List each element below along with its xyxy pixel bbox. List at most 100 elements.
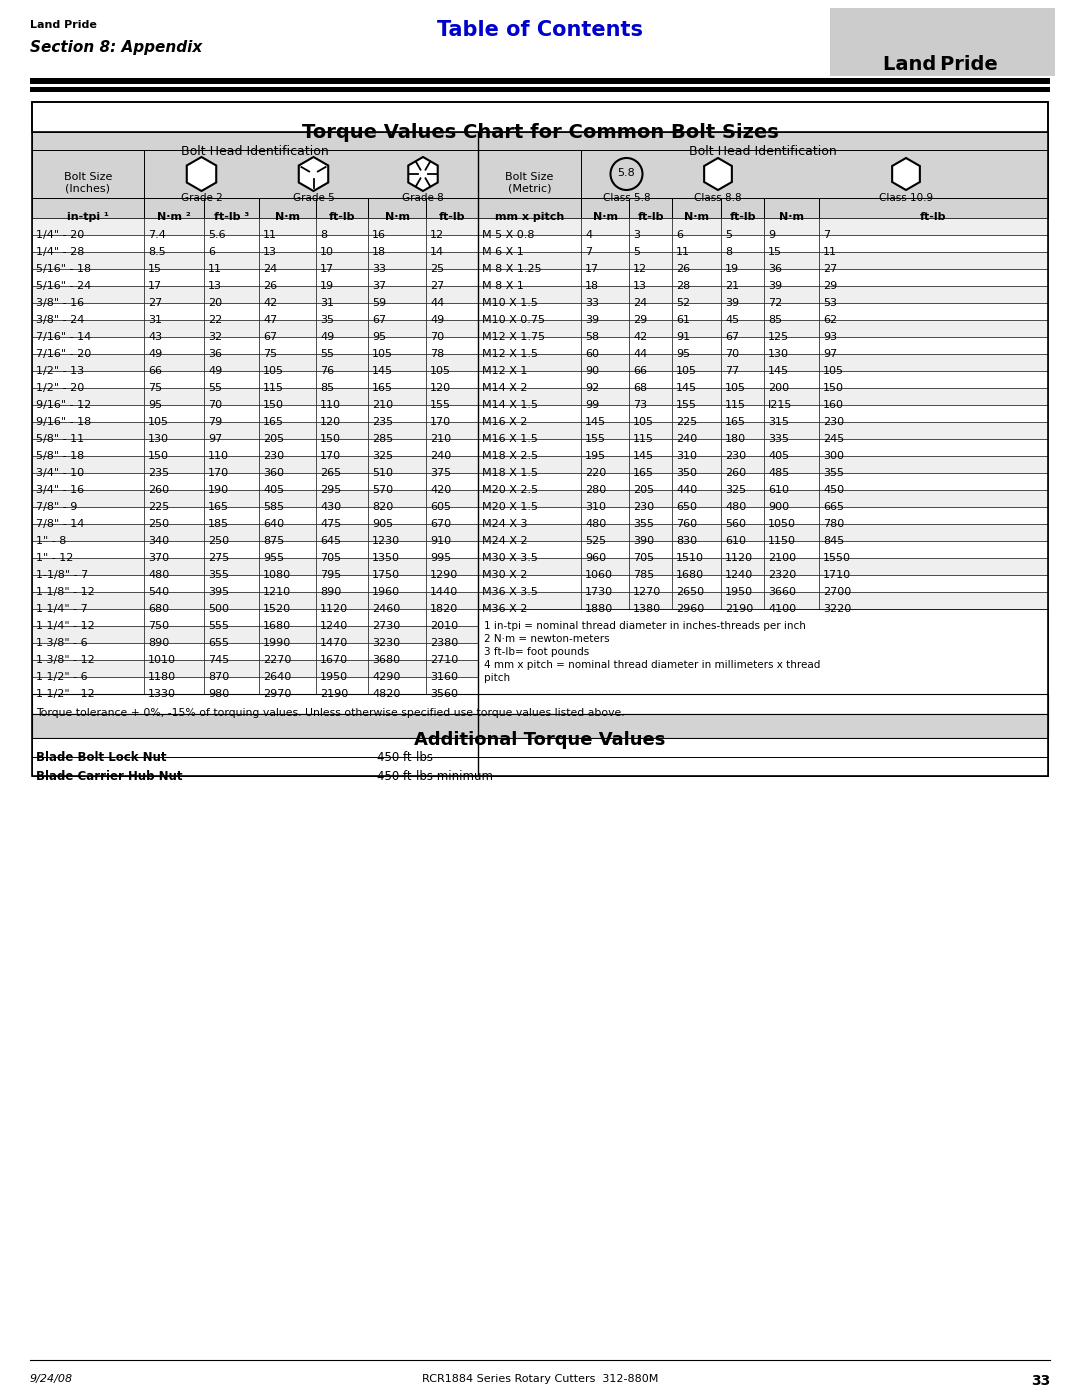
Text: Grade 2: Grade 2 <box>180 193 222 203</box>
Text: 295: 295 <box>320 485 341 495</box>
Bar <box>819 507 1048 524</box>
Text: 97: 97 <box>823 349 837 359</box>
Bar <box>368 592 426 609</box>
Text: 1680: 1680 <box>676 570 704 580</box>
Bar <box>316 490 368 507</box>
Bar <box>629 507 672 524</box>
Bar <box>819 320 1048 337</box>
Text: 245: 245 <box>823 434 845 444</box>
Bar <box>144 507 204 524</box>
Text: Blade Carrier Hub Nut: Blade Carrier Hub Nut <box>36 770 183 782</box>
Bar <box>819 439 1048 455</box>
Bar <box>316 576 368 592</box>
Text: 230: 230 <box>725 451 746 461</box>
Bar <box>629 251 672 270</box>
Bar <box>144 626 204 643</box>
Bar <box>426 286 478 303</box>
Text: 14: 14 <box>430 247 444 257</box>
Bar <box>316 235 368 251</box>
Bar <box>478 422 581 439</box>
Bar <box>581 337 629 353</box>
Text: 170: 170 <box>208 468 229 478</box>
Bar <box>316 643 368 659</box>
Bar <box>819 592 1048 609</box>
Text: 3/8" - 24: 3/8" - 24 <box>36 314 84 326</box>
Text: 870: 870 <box>208 672 229 682</box>
Bar <box>204 455 259 474</box>
Text: 58: 58 <box>585 332 599 342</box>
Text: 59: 59 <box>372 298 387 307</box>
Bar <box>721 286 764 303</box>
Text: 1950: 1950 <box>725 587 753 597</box>
Bar <box>32 235 144 251</box>
Bar <box>819 557 1048 576</box>
Text: 105: 105 <box>633 416 654 427</box>
Text: 47: 47 <box>264 314 278 326</box>
Bar <box>672 422 721 439</box>
Bar <box>581 251 629 270</box>
Text: 955: 955 <box>264 553 284 563</box>
Text: 2960: 2960 <box>676 604 704 615</box>
Bar <box>629 303 672 320</box>
Bar <box>672 251 721 270</box>
Bar <box>32 251 144 270</box>
Text: 165: 165 <box>372 383 393 393</box>
Bar <box>144 474 204 490</box>
Bar <box>819 270 1048 286</box>
Bar <box>478 609 1048 694</box>
Bar <box>721 576 764 592</box>
Text: 260: 260 <box>725 468 746 478</box>
Text: 17: 17 <box>148 281 162 291</box>
Text: 28: 28 <box>676 281 690 291</box>
Text: M36 X 2: M36 X 2 <box>482 604 527 615</box>
Bar <box>819 218 1048 235</box>
Text: 66: 66 <box>633 366 647 376</box>
Text: 780: 780 <box>823 520 845 529</box>
Text: 7/8" - 14: 7/8" - 14 <box>36 520 84 529</box>
Bar <box>721 353 764 372</box>
Text: 3160: 3160 <box>430 672 458 682</box>
Bar <box>426 557 478 576</box>
Text: RCR1884 Series Rotary Cutters  312-880M: RCR1884 Series Rotary Cutters 312-880M <box>422 1375 658 1384</box>
Text: 53: 53 <box>823 298 837 307</box>
Bar <box>316 455 368 474</box>
Bar <box>721 303 764 320</box>
Bar <box>629 474 672 490</box>
Bar <box>764 455 819 474</box>
Text: 26: 26 <box>676 264 690 274</box>
Text: 4820: 4820 <box>372 689 401 698</box>
Text: 1050: 1050 <box>768 520 796 529</box>
Bar <box>629 320 672 337</box>
Text: 1 1/4" - 12: 1 1/4" - 12 <box>36 622 95 631</box>
Bar <box>721 388 764 405</box>
Bar <box>426 337 478 353</box>
Text: 480: 480 <box>585 520 606 529</box>
Bar <box>629 405 672 422</box>
Text: 405: 405 <box>264 485 284 495</box>
Text: 190: 190 <box>208 485 229 495</box>
Text: 1060: 1060 <box>585 570 613 580</box>
Bar <box>259 251 316 270</box>
Text: M30 X 3.5: M30 X 3.5 <box>482 553 538 563</box>
Text: ft-lb: ft-lb <box>637 212 664 222</box>
Text: 44: 44 <box>633 349 647 359</box>
Text: M 8 X 1.25: M 8 X 1.25 <box>482 264 542 274</box>
Bar <box>316 320 368 337</box>
Bar <box>426 541 478 557</box>
Bar <box>426 320 478 337</box>
Text: in-tpi ¹: in-tpi ¹ <box>67 212 109 222</box>
Text: 180: 180 <box>725 434 746 444</box>
Bar <box>721 218 764 235</box>
Bar <box>581 270 629 286</box>
Text: 830: 830 <box>676 536 697 546</box>
Bar <box>478 149 581 198</box>
Text: 350: 350 <box>676 468 697 478</box>
Bar <box>144 270 204 286</box>
Text: 995: 995 <box>430 553 451 563</box>
Bar <box>144 286 204 303</box>
Text: 480: 480 <box>148 570 170 580</box>
Bar <box>764 557 819 576</box>
Text: 185: 185 <box>208 520 229 529</box>
Bar <box>204 490 259 507</box>
Bar <box>819 388 1048 405</box>
